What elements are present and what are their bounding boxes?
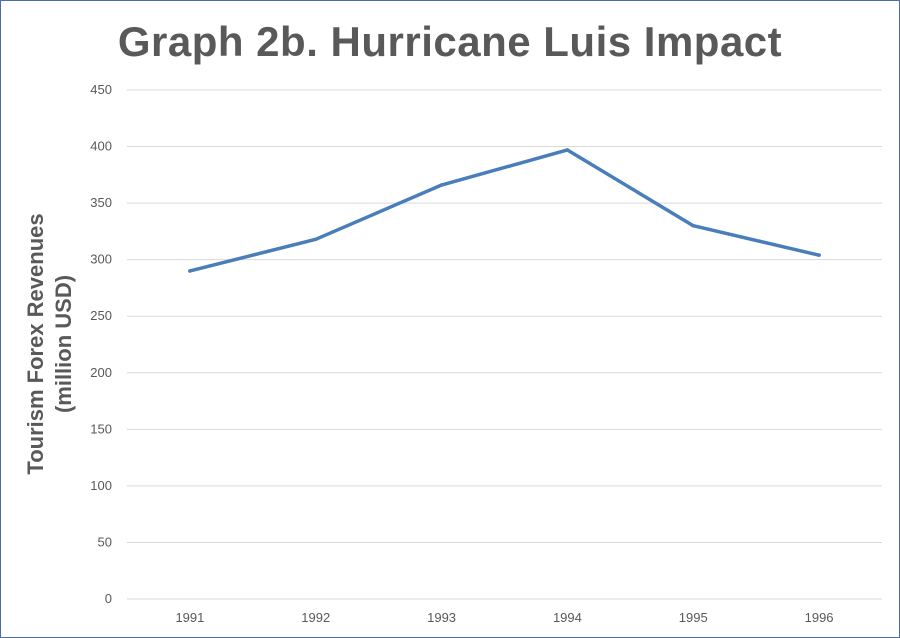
chart-title: Graph 2b. Hurricane Luis Impact bbox=[117, 18, 783, 65]
x-tick-labels: 1991 1992 1993 1994 1995 1996 bbox=[175, 610, 833, 625]
data-point-1994 bbox=[565, 148, 570, 152]
gridlines bbox=[127, 89, 882, 600]
data-point-1991 bbox=[188, 269, 192, 273]
data-point-1995 bbox=[691, 223, 695, 228]
y-tick-label: 450 bbox=[90, 82, 112, 97]
x-tick-label: 1992 bbox=[301, 610, 330, 625]
y-tick-label: 150 bbox=[90, 421, 112, 436]
y-tick-labels: 0 50 100 150 200 250 300 350 400 450 bbox=[90, 82, 112, 606]
y-tick-label: 0 bbox=[105, 591, 112, 606]
y-tick-label: 50 bbox=[98, 534, 112, 549]
x-tick-label: 1991 bbox=[175, 610, 204, 625]
data-point-1996 bbox=[817, 253, 821, 257]
y-tick-label: 400 bbox=[90, 139, 112, 154]
y-tick-label: 200 bbox=[90, 365, 112, 380]
y-tick-label: 250 bbox=[90, 308, 112, 323]
data-point-1992 bbox=[314, 237, 318, 242]
x-tick-label: 1994 bbox=[553, 610, 582, 625]
series-line bbox=[188, 148, 821, 273]
series-group bbox=[188, 148, 821, 273]
y-tick-label: 350 bbox=[90, 195, 112, 210]
x-tick-label: 1995 bbox=[679, 610, 708, 625]
y-tick-label: 100 bbox=[90, 478, 112, 493]
y-tick-label: 300 bbox=[90, 252, 112, 267]
x-tick-label: 1996 bbox=[805, 610, 834, 625]
x-tick-label: 1993 bbox=[427, 610, 456, 625]
data-point-1993 bbox=[439, 183, 444, 187]
